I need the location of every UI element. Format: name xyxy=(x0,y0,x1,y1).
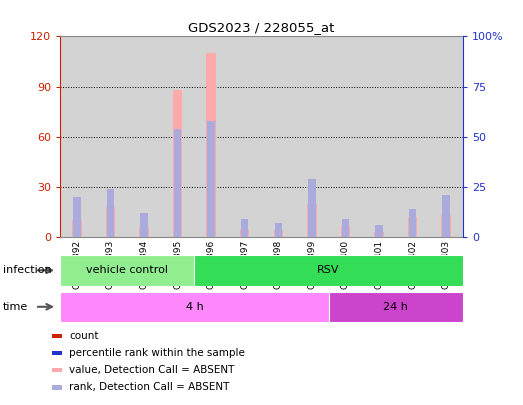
Bar xyxy=(342,219,349,237)
Bar xyxy=(429,36,463,237)
Bar xyxy=(107,189,114,237)
Bar xyxy=(274,230,283,237)
Bar xyxy=(308,179,315,237)
Bar xyxy=(275,223,282,237)
Text: rank, Detection Call = ABSENT: rank, Detection Call = ABSENT xyxy=(70,382,230,392)
Bar xyxy=(441,215,451,237)
Bar xyxy=(127,36,161,237)
Bar xyxy=(174,129,181,237)
Bar xyxy=(340,225,350,237)
Bar xyxy=(52,368,62,373)
Bar xyxy=(195,36,228,237)
Bar xyxy=(262,36,295,237)
Bar xyxy=(374,232,384,237)
Bar xyxy=(106,207,115,237)
Text: 4 h: 4 h xyxy=(186,302,203,312)
Bar xyxy=(140,213,147,237)
Bar xyxy=(208,121,215,237)
Bar xyxy=(442,195,450,237)
Bar xyxy=(60,255,195,286)
Text: vehicle control: vehicle control xyxy=(86,265,168,275)
Bar xyxy=(60,292,328,322)
Bar xyxy=(328,36,362,237)
Bar xyxy=(52,351,62,355)
Text: value, Detection Call = ABSENT: value, Detection Call = ABSENT xyxy=(70,365,235,375)
Bar xyxy=(295,36,328,237)
Bar xyxy=(60,36,94,237)
Bar xyxy=(207,53,216,237)
Bar xyxy=(362,36,396,237)
Bar xyxy=(376,225,383,237)
Bar xyxy=(228,36,262,237)
Title: GDS2023 / 228055_at: GDS2023 / 228055_at xyxy=(188,21,335,34)
Text: 24 h: 24 h xyxy=(383,302,408,312)
Bar xyxy=(173,90,183,237)
Bar xyxy=(240,228,249,237)
Bar xyxy=(52,334,62,338)
Bar xyxy=(328,292,463,322)
Bar xyxy=(195,255,463,286)
Bar xyxy=(52,385,62,390)
Text: percentile rank within the sample: percentile rank within the sample xyxy=(70,348,245,358)
Text: count: count xyxy=(70,331,99,341)
Bar xyxy=(161,36,195,237)
Bar xyxy=(307,204,316,237)
Bar xyxy=(408,217,417,237)
Bar xyxy=(94,36,127,237)
Text: time: time xyxy=(3,302,28,312)
Bar xyxy=(396,36,429,237)
Bar xyxy=(409,209,416,237)
Text: infection: infection xyxy=(3,265,51,275)
Bar xyxy=(241,219,248,237)
Bar xyxy=(139,227,149,237)
Bar xyxy=(73,197,81,237)
Bar xyxy=(72,220,82,237)
Text: RSV: RSV xyxy=(317,265,340,275)
